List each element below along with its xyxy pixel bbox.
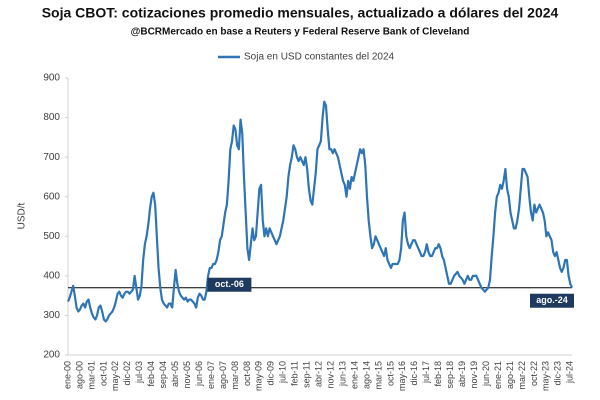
x-tick-label: feb-11: [290, 361, 300, 386]
chart-title: Soja CBOT: cotizaciones promedio mensual…: [42, 5, 559, 21]
annotation-label: oct.-06: [215, 279, 244, 289]
x-tick-label: mar-01: [86, 361, 96, 390]
y-tick-label: 300: [43, 310, 60, 321]
y-axis-label: USD/t: [17, 202, 28, 229]
x-tick-label: ago-21: [505, 361, 515, 389]
annotation: ago.-24: [530, 293, 574, 308]
x-tick-label: ene-07: [206, 361, 216, 389]
x-tick-label: may-16: [397, 361, 407, 391]
legend-label: Soja en USD constantes del 2024: [244, 52, 395, 63]
x-tick-label: jul-24: [565, 361, 575, 384]
annotation-box: [207, 277, 252, 292]
x-tick-label: dic-09: [266, 361, 276, 386]
x-tick-label: dic-23: [553, 361, 563, 386]
y-tick-label: 600: [43, 191, 60, 202]
x-tick-label: oct-01: [98, 361, 108, 386]
x-tick-label: nov-12: [325, 361, 335, 389]
x-tick-label: feb-18: [433, 361, 443, 387]
x-tick-label: mar-22: [517, 361, 527, 390]
x-tick-label: jul-03: [134, 361, 144, 384]
y-tick-label: 700: [43, 152, 60, 163]
x-tick-label: jun-13: [337, 361, 347, 387]
x-tick-label: may-09: [254, 361, 264, 391]
x-tick-label: may-23: [541, 361, 551, 391]
x-tick-label: ene-14: [349, 361, 359, 389]
chart-subtitle: @BCRMercado en base a Reuters y Federal …: [131, 27, 470, 38]
x-tick-label: sep-11: [302, 361, 312, 388]
x-tick-label: abr-19: [457, 361, 467, 387]
annotation-label: ago.-24: [536, 295, 568, 305]
x-tick-label: mar-08: [230, 361, 240, 390]
annotation: oct.-06: [207, 277, 252, 292]
x-tick-label: abr-05: [170, 361, 180, 387]
x-tick-label: ago-14: [361, 361, 371, 389]
x-tick-label: abr-12: [314, 361, 324, 387]
x-tick-label: dic-02: [122, 361, 132, 386]
x-tick-label: nov-19: [469, 361, 479, 389]
x-tick-label: ago-00: [74, 361, 84, 389]
y-tick-label: 900: [43, 73, 60, 84]
x-tick-label: oct-08: [242, 361, 252, 386]
x-tick-label: oct-22: [529, 361, 539, 386]
y-tick-label: 800: [43, 112, 60, 123]
x-tick-label: jul-17: [421, 361, 431, 384]
y-tick-label: 200: [43, 350, 60, 361]
annotation-box: [530, 293, 574, 308]
x-tick-label: jun-20: [481, 361, 491, 387]
x-tick-label: ene-21: [493, 361, 503, 389]
x-tick-label: may-02: [110, 361, 120, 391]
x-tick-label: sep-18: [445, 361, 455, 389]
x-tick-label: jul-10: [278, 361, 288, 384]
x-tick-label: nov-05: [182, 361, 192, 389]
y-tick-label: 500: [43, 231, 60, 242]
x-tick-label: oct-15: [385, 361, 395, 386]
y-tick-label: 400: [43, 270, 60, 281]
x-tick-label: ago-07: [218, 361, 228, 389]
x-tick-label: dic-16: [409, 361, 419, 386]
x-tick-label: feb-04: [146, 361, 156, 387]
x-tick-label: sep-04: [158, 361, 168, 389]
x-tick-label: mar-15: [373, 361, 383, 390]
series-line: [66, 100, 574, 323]
x-tick-label: jun-06: [194, 361, 204, 387]
x-tick-label: ene-00: [62, 361, 72, 389]
